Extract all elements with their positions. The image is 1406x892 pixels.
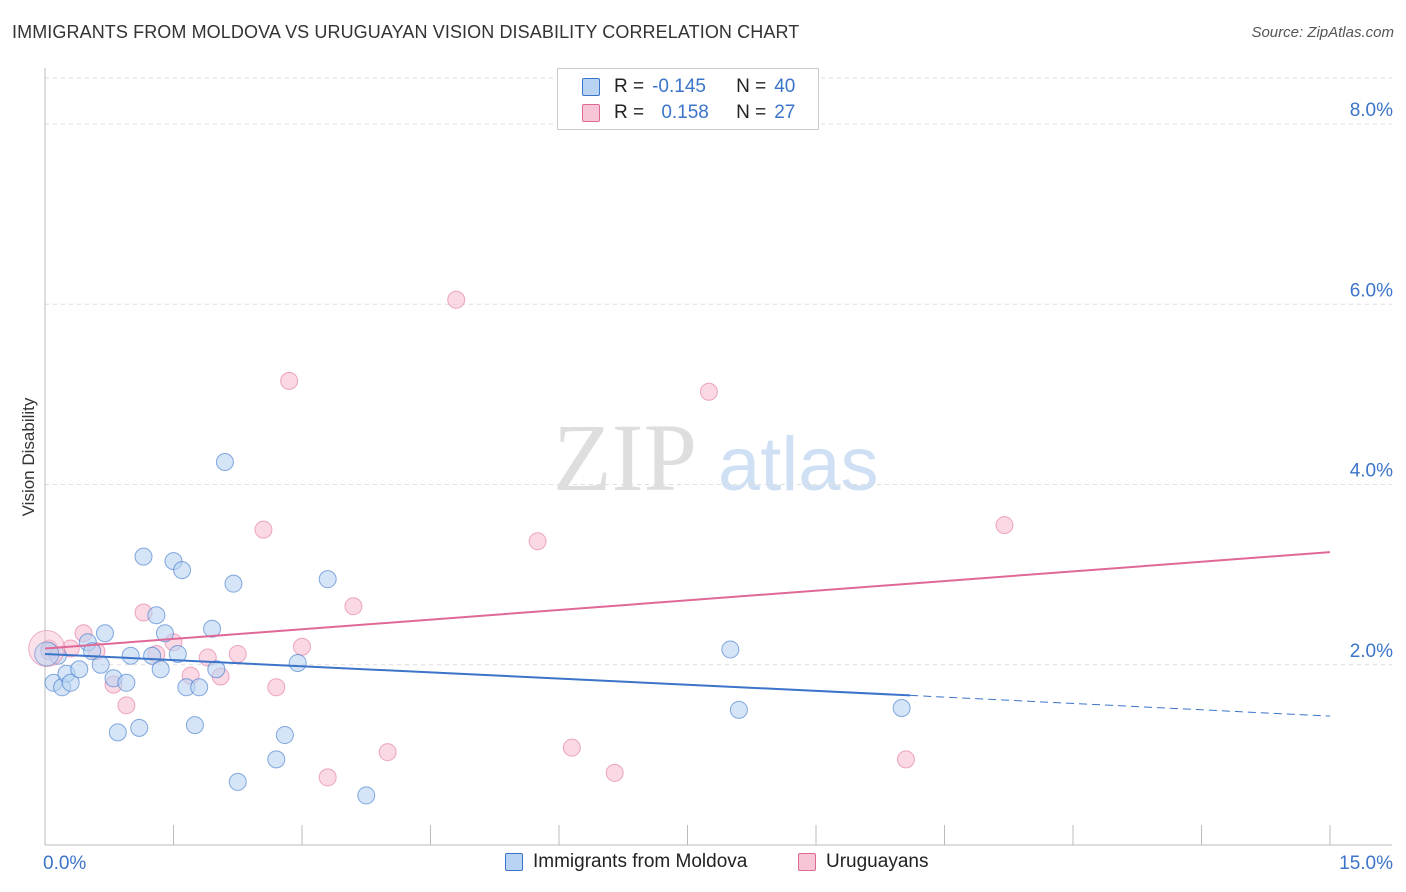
y-tick-label: 8.0% [1350, 100, 1393, 121]
uruguayans-point [318, 768, 337, 787]
moldova-point [173, 561, 192, 580]
moldova-point [151, 660, 170, 679]
legend-swatch-uruguayans [582, 104, 600, 122]
series-legend: Immigrants from Moldova Uruguayans [0, 851, 1406, 879]
moldova-point [721, 640, 740, 659]
uruguayans-point [293, 637, 311, 656]
y-tick-label: 2.0% [1350, 641, 1393, 662]
moldova-point [228, 772, 247, 791]
uruguayans-point [699, 382, 718, 401]
x-tick-label-max: 15.0% [1339, 853, 1393, 874]
y-tick-label: 4.0% [1350, 461, 1393, 482]
legend-r-value-moldova: -0.145 [652, 76, 706, 97]
legend-row-moldova: R = -0.145 N = 40 [582, 75, 795, 99]
uruguayans-point [378, 743, 397, 762]
legend-swatch-moldova-bottom [505, 853, 523, 871]
moldova-point [267, 750, 286, 769]
moldova-point [168, 644, 187, 663]
correlation-legend: R = -0.145 N = 40 R = 0.158 N = 27 [557, 68, 819, 130]
chart-source: Source: ZipAtlas.com [1251, 24, 1394, 41]
uruguayans-point [528, 532, 547, 551]
moldova-point [155, 624, 174, 643]
moldova-point [203, 619, 222, 638]
watermark-zip: ZIP [553, 404, 697, 511]
moldova-point [892, 699, 911, 718]
y-axis-label: Vision Disability [19, 397, 38, 516]
moldova-point [134, 547, 153, 566]
uruguayans-point [896, 750, 915, 769]
x-tick-label-min: 0.0% [43, 853, 86, 874]
moldova-point [318, 570, 337, 589]
moldova-point [147, 606, 166, 625]
uruguayans-point [228, 644, 247, 663]
legend-row-uruguayans: R = 0.158 N = 27 [582, 101, 795, 125]
legend-swatch-uruguayans-bottom [798, 853, 816, 871]
legend-r-label-uruguayans: R = [614, 102, 645, 123]
legend-label-moldova: Immigrants from Moldova [533, 851, 748, 872]
uruguayans-point [447, 290, 466, 309]
uruguayans-point [605, 763, 624, 782]
moldova-point [275, 726, 294, 745]
moldova-point [95, 624, 114, 643]
legend-item-moldova: Immigrants from Moldova [505, 851, 747, 873]
moldova-point [121, 646, 140, 665]
moldova-point [70, 660, 89, 679]
uruguayans-point [995, 516, 1014, 535]
moldova-point [357, 786, 376, 805]
moldova-point [190, 678, 209, 697]
uruguayans-point [254, 520, 273, 539]
moldova-point [288, 653, 307, 672]
uruguayans-point [117, 696, 136, 715]
legend-r-label-moldova: R = [614, 76, 645, 97]
watermark-atlas: atlas [718, 422, 879, 507]
legend-n-value-moldova: 40 [774, 76, 796, 97]
moldova-point [108, 723, 127, 742]
legend-item-uruguayans: Uruguayans [798, 851, 928, 873]
moldova-trend-line [44, 652, 911, 697]
uruguayans-point [267, 678, 286, 697]
moldova-trend-line-extrapolated [910, 694, 1331, 717]
legend-n-label-moldova: N = [736, 76, 767, 97]
legend-n-label-uruguayans: N = [736, 102, 767, 123]
moldova-point [91, 655, 110, 674]
moldova-point [729, 700, 748, 719]
legend-swatch-moldova [582, 78, 600, 96]
uruguayans-point [280, 371, 299, 390]
uruguayans-point [344, 597, 363, 616]
moldova-point [185, 716, 204, 735]
legend-label-uruguayans: Uruguayans [826, 851, 929, 872]
moldova-point [61, 673, 80, 692]
moldova-point [130, 718, 149, 737]
legend-n-value-uruguayans: 27 [774, 102, 796, 123]
y-tick-label: 6.0% [1350, 280, 1393, 301]
moldova-point [224, 574, 243, 593]
chart-title: IMMIGRANTS FROM MOLDOVA VS URUGUAYAN VIS… [12, 22, 800, 42]
uruguayans-trend-line [44, 551, 1331, 650]
moldova-point [215, 453, 234, 472]
moldova-point [207, 660, 226, 679]
uruguayans-point [562, 738, 581, 757]
moldova-point [117, 673, 136, 692]
legend-r-value-uruguayans: 0.158 [661, 102, 709, 123]
